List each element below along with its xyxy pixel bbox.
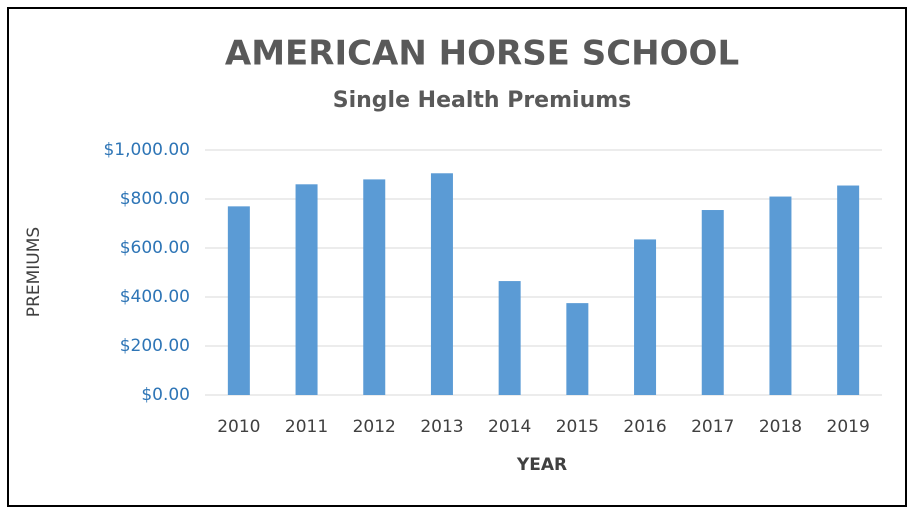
bar [295, 184, 318, 395]
x-tick-label: 2011 [285, 417, 328, 437]
chart-title: AMERICAN HORSE SCHOOL [225, 34, 739, 74]
y-axis-label: PREMIUMS [24, 227, 44, 317]
bar [701, 210, 724, 395]
y-tick-label: $200.00 [120, 336, 190, 356]
x-axis-label: YEAR [516, 455, 567, 475]
x-tick-label: 2016 [623, 417, 666, 437]
y-tick-label: $0.00 [141, 385, 190, 405]
x-tick-label: 2013 [420, 417, 463, 437]
x-tick-label: 2019 [827, 417, 870, 437]
y-tick-label: $1,000.00 [103, 140, 190, 160]
bar [566, 303, 589, 395]
chart-frame [7, 7, 907, 507]
y-tick-label: $400.00 [120, 287, 190, 307]
bar [837, 185, 860, 395]
x-tick-label: 2014 [488, 417, 531, 437]
y-tick-label: $800.00 [120, 189, 190, 209]
bar [363, 179, 386, 395]
chart-subtitle: Single Health Premiums [333, 88, 632, 113]
x-tick-label: 2017 [691, 417, 734, 437]
x-tick-label: 2018 [759, 417, 802, 437]
y-tick-label: $600.00 [120, 238, 190, 258]
x-tick-label: 2015 [556, 417, 599, 437]
bar [498, 281, 521, 395]
bar [634, 239, 657, 395]
x-tick-label: 2010 [217, 417, 260, 437]
bar [227, 206, 250, 395]
bar [769, 196, 792, 395]
x-tick-label: 2012 [353, 417, 396, 437]
bar [430, 173, 453, 395]
